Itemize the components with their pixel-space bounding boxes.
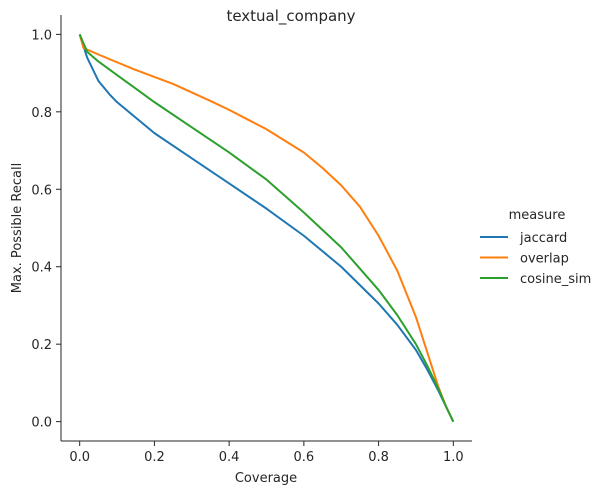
y-tick-label: 0.2 — [31, 338, 52, 353]
legend-label-overlap: overlap — [520, 252, 569, 267]
x-tick-label: 1.0 — [443, 450, 464, 465]
legend-label-jaccard: jaccard — [519, 231, 567, 246]
y-axis-label: Max. Possible Recall — [10, 163, 25, 293]
x-ticks: 0.0 0.2 0.4 0.6 0.8 1.0 — [69, 441, 464, 465]
legend-label-cosine-sim: cosine_sim — [520, 272, 591, 287]
x-tick-label: 0.8 — [368, 450, 389, 465]
series-line-jaccard — [78, 34, 455, 423]
legend-title: measure — [509, 208, 566, 223]
y-tick-label: 1.0 — [31, 28, 52, 43]
y-ticks: 0.0 0.2 0.4 0.6 0.8 1.0 — [31, 28, 61, 431]
series-line-overlap — [78, 34, 455, 423]
x-tick-label: 0.4 — [219, 450, 240, 465]
x-tick-label: 0.6 — [294, 450, 315, 465]
legend: measure jaccard overlap cosine_sim — [480, 208, 591, 287]
y-tick-label: 0.4 — [31, 261, 52, 276]
y-tick-label: 0.6 — [31, 183, 52, 198]
x-tick-label: 0.0 — [69, 450, 90, 465]
axes — [60, 15, 472, 442]
chart-title: textual_company — [226, 7, 355, 26]
series-line-cosine-sim — [78, 33, 455, 423]
y-tick-label: 0.8 — [31, 106, 52, 121]
plot-area — [78, 33, 455, 423]
y-tick-label: 0.0 — [31, 416, 52, 431]
x-tick-label: 0.2 — [144, 450, 165, 465]
x-axis-label: Coverage — [235, 471, 297, 486]
